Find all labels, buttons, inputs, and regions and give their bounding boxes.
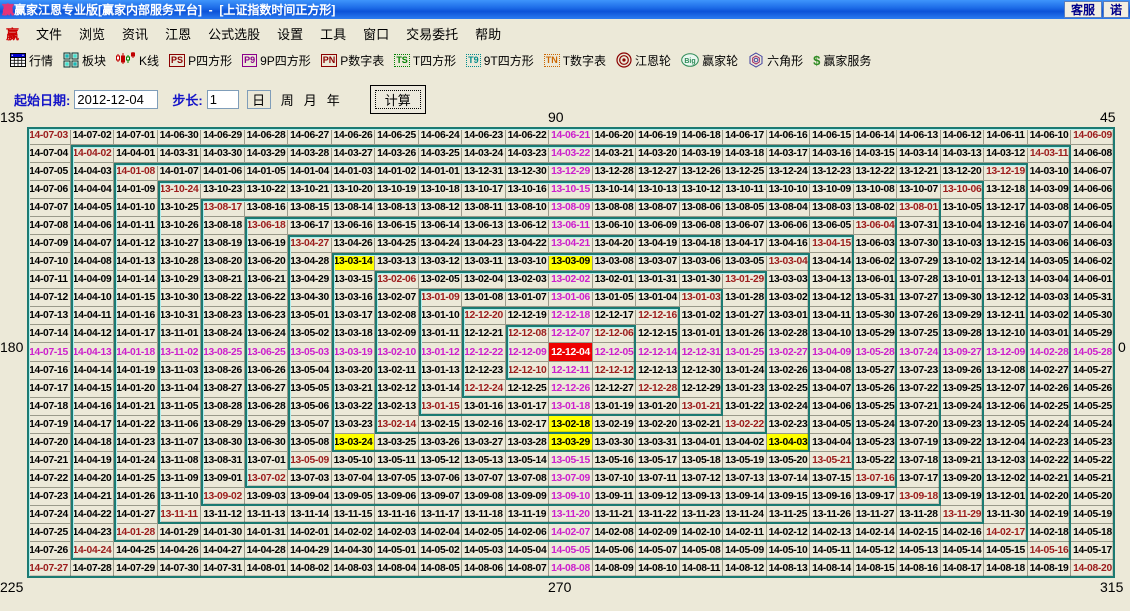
svg-text:Big: Big xyxy=(684,58,695,65)
